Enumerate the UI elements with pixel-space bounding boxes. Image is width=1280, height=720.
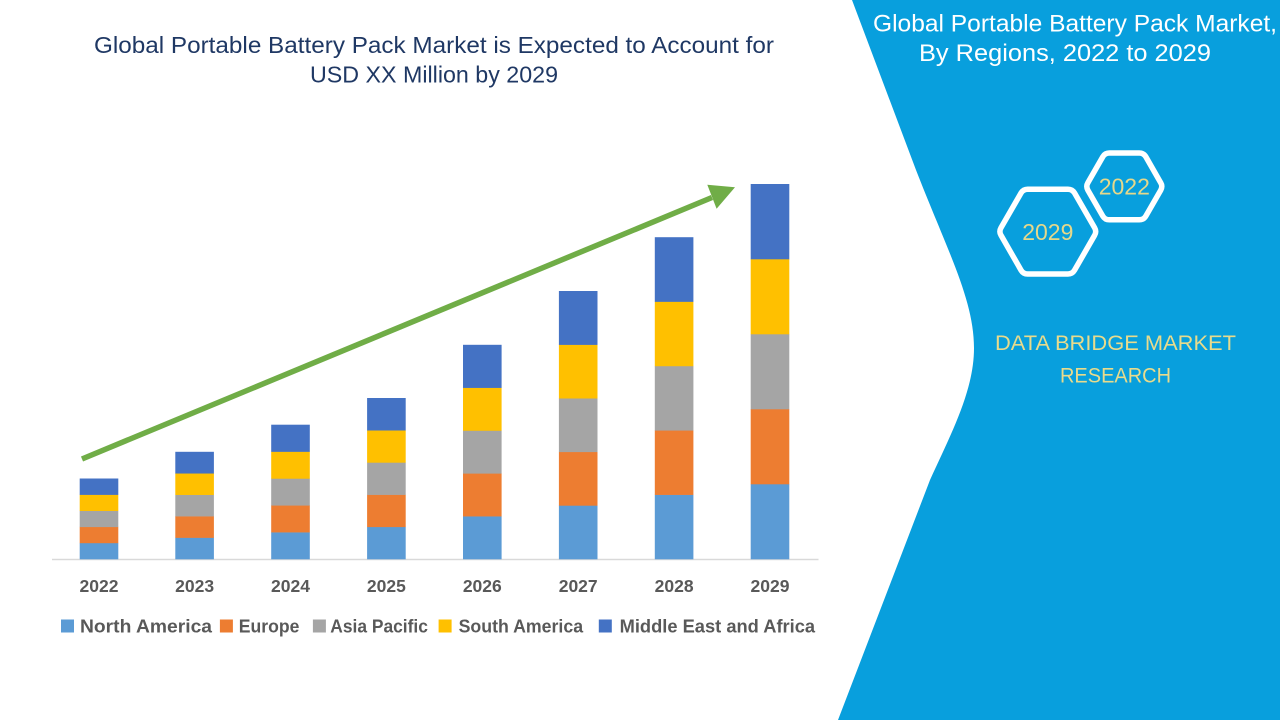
svg-text:2023: 2023 xyxy=(175,576,214,596)
svg-text:2024: 2024 xyxy=(271,576,310,596)
svg-text:RESEARCH: RESEARCH xyxy=(1060,365,1171,388)
svg-text:DATA BRIDGE MARKET: DATA BRIDGE MARKET xyxy=(995,332,1236,355)
svg-text:Middle East and Africa: Middle East and Africa xyxy=(620,617,817,637)
svg-text:2026: 2026 xyxy=(463,576,502,596)
svg-text:2029: 2029 xyxy=(751,576,790,596)
svg-text:USD XX Million by 2029: USD XX Million by 2029 xyxy=(310,62,558,88)
svg-text:By Regions, 2022 to 2029: By Regions, 2022 to 2029 xyxy=(919,40,1211,67)
svg-text:Global Portable Battery Pack M: Global Portable Battery Pack Market, xyxy=(873,10,1277,37)
svg-text:2022: 2022 xyxy=(1099,173,1150,199)
svg-text:2028: 2028 xyxy=(655,576,694,596)
svg-text:2027: 2027 xyxy=(559,576,598,596)
svg-text:2025: 2025 xyxy=(367,576,406,596)
svg-text:Europe: Europe xyxy=(239,617,300,637)
svg-text:2029: 2029 xyxy=(1022,219,1073,245)
svg-text:Asia Pacific: Asia Pacific xyxy=(330,617,428,637)
svg-text:North America: North America xyxy=(80,617,213,637)
svg-text:2022: 2022 xyxy=(80,576,119,596)
svg-text:Global Portable Battery Pack M: Global Portable Battery Pack Market is E… xyxy=(94,32,774,58)
svg-text:South America: South America xyxy=(459,617,584,637)
